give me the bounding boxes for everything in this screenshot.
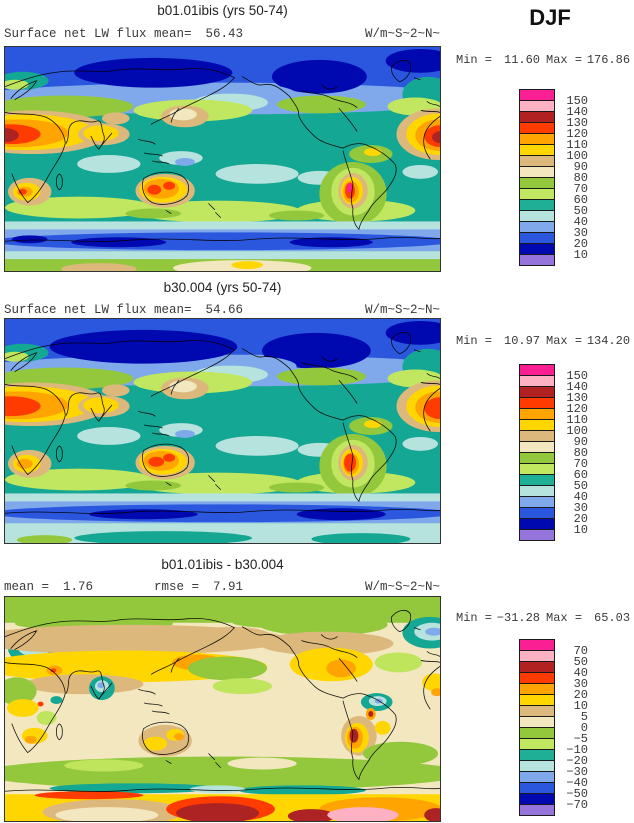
colorbar-tick-label: 20 <box>573 688 588 702</box>
colorbar-tick-label: 70 <box>573 644 588 658</box>
colorbar-tick-label: 100 <box>566 424 588 438</box>
colorbar-tick-label: −10 <box>566 743 588 757</box>
colorbar-tick-label: 150 <box>566 369 588 383</box>
panel2-colorbar <box>519 364 555 541</box>
panel2-field-label: Surface net LW flux <box>4 303 147 317</box>
panel3-colorbar <box>519 639 555 816</box>
panel2-units-label: W/m~S~2~N~ <box>364 303 440 317</box>
panel3-title: b01.01ibis - b30.004 <box>161 557 284 572</box>
colorbar-tick-label: −30 <box>566 765 588 779</box>
colorbar-tick-label: 80 <box>573 446 588 460</box>
colorbar-tick-label: 60 <box>573 193 588 207</box>
colorbar-tick-label: 120 <box>566 127 588 141</box>
panel3-header: mean = 1.76 rmse = 7.91 W/m~S~2~N~ <box>4 580 441 596</box>
colorbar-tick-label: −40 <box>566 776 588 790</box>
colorbar-tick-label: 110 <box>566 413 588 427</box>
colorbar-tick-label: −5 <box>573 732 588 746</box>
panel1-minmax: Min = 11.60 Max = 176.86 <box>456 53 631 67</box>
panel3-difference-map <box>5 597 440 821</box>
panel2-header: Surface net LW flux mean= 54.66 W/m~S~2~N… <box>4 303 441 319</box>
colorbar-box <box>519 529 555 541</box>
panel3-rmse-stat: rmse = 7.91 <box>154 580 244 594</box>
panel1-header: Surface net LW flux mean= 56.43 W/m~S~2~N… <box>4 27 441 43</box>
colorbar-tick-label: 30 <box>573 501 588 515</box>
colorbar-tick-label: 140 <box>566 380 588 394</box>
panel1-colorbar-labels: 150 140 130 120 110 100 90 80 70 60 50 40 30 20 10 <box>558 90 588 270</box>
colorbar-tick-label: 60 <box>573 468 588 482</box>
colorbar-tick-label: 50 <box>573 655 588 669</box>
panel2-colorbar-labels: 150 140 130 120 110 100 90 80 70 60 50 40 30 20 10 <box>558 365 588 545</box>
panel1-field-label: Surface net LW flux <box>4 27 147 41</box>
colorbar-tick-label: 10 <box>573 248 588 262</box>
colorbar-tick-label: 70 <box>573 457 588 471</box>
colorbar-tick-label: 70 <box>573 182 588 196</box>
colorbar-tick-label: −20 <box>566 754 588 768</box>
panel3-map-frame <box>4 596 441 822</box>
colorbar-tick-label: −70 <box>566 798 588 812</box>
colorbar-tick-label: 140 <box>566 105 588 119</box>
panel1-map-frame <box>4 46 441 272</box>
colorbar-tick-label: 40 <box>573 666 588 680</box>
colorbar-tick-label: 20 <box>573 237 588 251</box>
colorbar-tick-label: 0 <box>580 721 588 735</box>
panel2-minmax: Min = 10.97 Max = 134.20 <box>456 334 631 348</box>
colorbar-tick-label: 150 <box>566 94 588 108</box>
panel1-title: b01.01ibis (yrs 50-74) <box>157 3 288 18</box>
colorbar-tick-label: 40 <box>573 215 588 229</box>
colorbar-tick-label: 90 <box>573 160 588 174</box>
colorbar-box <box>519 254 555 266</box>
panel1-mean-stat: mean= 56.43 <box>154 27 244 41</box>
colorbar-tick-label: 10 <box>573 699 588 713</box>
colorbar-tick-label: 80 <box>573 171 588 185</box>
panel1-colorbar <box>519 89 555 266</box>
colorbar-tick-label: 20 <box>573 512 588 526</box>
colorbar-tick-label: 90 <box>573 435 588 449</box>
colorbar-tick-label: 30 <box>573 677 588 691</box>
season-label: DJF <box>529 5 571 30</box>
colorbar-tick-label: 130 <box>566 391 588 405</box>
colorbar-tick-label: 120 <box>566 402 588 416</box>
colorbar-tick-label: 50 <box>573 204 588 218</box>
colorbar-tick-label: 30 <box>573 226 588 240</box>
colorbar-tick-label: 100 <box>566 149 588 163</box>
panel3-colorbar-labels: 70 50 40 30 20 10 5 0 −5 −10 −20 −30 −40 −50 −70 <box>558 640 588 820</box>
panel3-units-label: W/m~S~2~N~ <box>364 580 440 594</box>
colorbar-tick-label: 110 <box>566 138 588 152</box>
colorbar-tick-label: −50 <box>566 787 588 801</box>
colorbar-tick-label: 50 <box>573 479 588 493</box>
panel2-contour-map <box>5 319 440 543</box>
colorbar-tick-label: 130 <box>566 116 588 130</box>
colorbar-box <box>519 804 555 816</box>
panel1-units-label: W/m~S~2~N~ <box>364 27 440 41</box>
panel2-mean-stat: mean= 54.66 <box>154 303 244 317</box>
panel3-minmax: Min = −31.28 Max = 65.03 <box>456 611 631 625</box>
colorbar-tick-label: 5 <box>580 710 588 724</box>
panel1-contour-map <box>5 47 440 271</box>
panel2-map-frame <box>4 318 441 544</box>
colorbar-tick-label: 40 <box>573 490 588 504</box>
panel3-mean-stat: mean = 1.76 <box>4 580 94 594</box>
panel2-title: b30.004 (yrs 50-74) <box>163 280 282 295</box>
colorbar-tick-label: 10 <box>573 523 588 537</box>
